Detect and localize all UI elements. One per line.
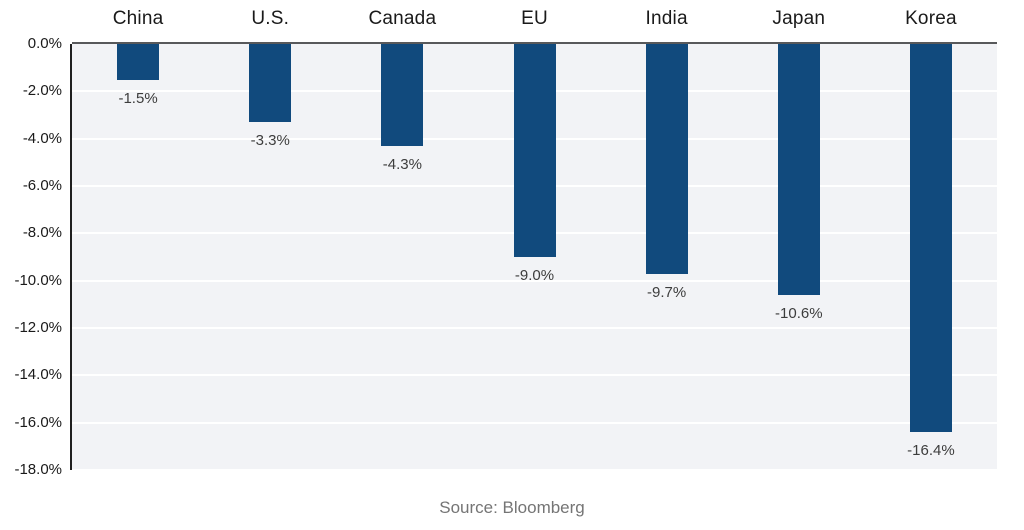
value-label: -4.3% xyxy=(382,155,422,173)
gridline xyxy=(72,374,997,377)
bar xyxy=(777,44,820,295)
category-label: Korea xyxy=(905,8,957,29)
plot-area xyxy=(72,44,997,471)
category-label: Canada xyxy=(368,8,437,29)
value-label: -9.7% xyxy=(647,283,687,301)
y-tick-label: -8.0% xyxy=(22,224,62,242)
gridline xyxy=(72,279,997,282)
y-tick-label: -14.0% xyxy=(14,366,62,384)
value-label: -1.5% xyxy=(118,89,158,107)
y-tick-label: -16.0% xyxy=(14,413,62,431)
gridline xyxy=(72,327,997,329)
category-label: India xyxy=(645,8,688,29)
value-label: -16.4% xyxy=(907,442,955,460)
y-tick-label: -12.0% xyxy=(14,319,62,336)
y-tick-label: -4.0% xyxy=(22,129,62,147)
y-axis-line xyxy=(70,44,72,470)
y-tick-label: 0.0% xyxy=(27,35,62,52)
bar xyxy=(645,44,688,274)
category-label: China xyxy=(112,8,164,29)
y-tick-label: -18.0% xyxy=(14,461,62,478)
category-label: Japan xyxy=(772,8,826,29)
category-label: U.S. xyxy=(251,8,290,29)
gridline xyxy=(72,421,997,424)
value-label: -9.0% xyxy=(514,267,555,284)
bar xyxy=(513,44,556,257)
gridline xyxy=(72,469,997,471)
y-tick-label: -6.0% xyxy=(22,177,62,194)
category-label: EU xyxy=(521,8,548,29)
bar xyxy=(381,44,424,146)
value-label: -10.6% xyxy=(775,304,823,322)
value-label: -3.3% xyxy=(250,132,290,150)
bar xyxy=(249,44,292,123)
y-tick-label: -10.0% xyxy=(14,271,62,289)
source-caption: Source: Bloomberg xyxy=(439,498,585,517)
y-tick-label: -2.0% xyxy=(22,82,62,100)
bar xyxy=(909,44,952,433)
x-axis-line xyxy=(72,42,997,44)
bar xyxy=(117,44,160,80)
